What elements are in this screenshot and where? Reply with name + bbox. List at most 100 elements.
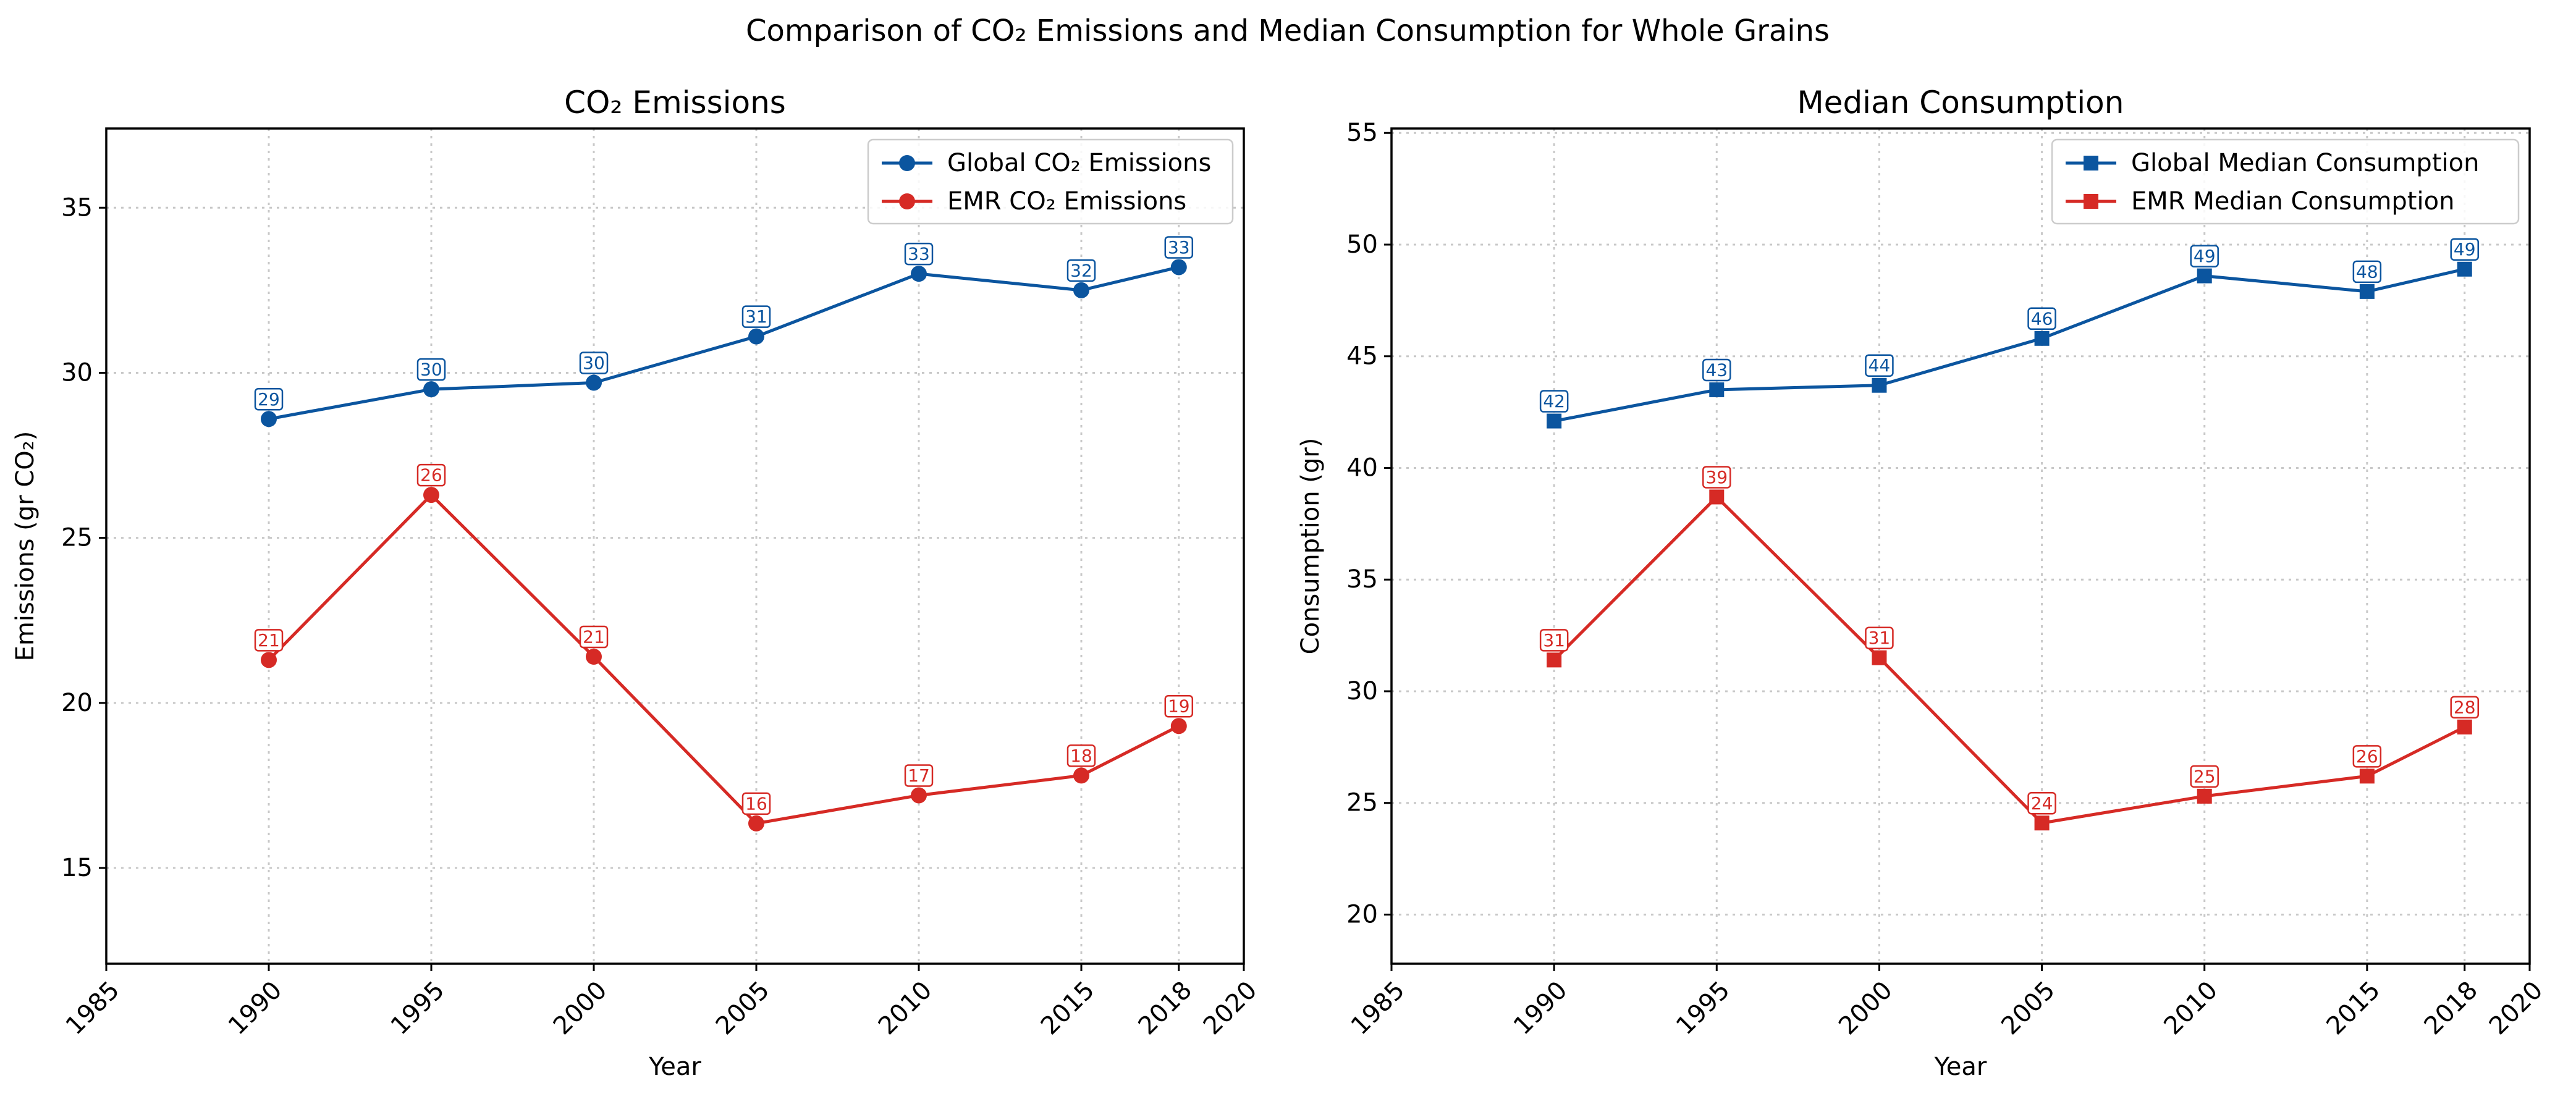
data-label-box [254, 629, 284, 652]
y-tick-label: 20 [1346, 900, 1378, 928]
data-label: 31 [1869, 628, 1891, 648]
data-point [1073, 282, 1089, 298]
y-tick-label: 20 [61, 689, 93, 717]
data-label-box [2027, 792, 2056, 815]
data-point [1872, 650, 1887, 665]
legend-swatch-marker [899, 155, 915, 171]
data-point [1709, 382, 1725, 397]
data-label: 31 [745, 306, 767, 327]
data-label: 31 [1543, 630, 1565, 651]
y-tick-label: 25 [61, 524, 93, 552]
data-label-box [741, 792, 771, 815]
data-label-box [1865, 626, 1894, 649]
chart-title: Median Consumption [1797, 85, 2124, 120]
data-label: 25 [2194, 766, 2216, 786]
data-point [1709, 489, 1725, 505]
data-label: 17 [908, 765, 930, 786]
data-label: 29 [258, 389, 280, 410]
legend-swatch-marker [2084, 194, 2098, 209]
data-label-box [1702, 466, 1731, 489]
data-point [2034, 815, 2050, 831]
y-axis-label: Emissions (gr CO₂) [11, 431, 40, 662]
data-point [2457, 719, 2472, 735]
data-label: 21 [583, 627, 605, 647]
data-point [586, 649, 602, 665]
data-label: 26 [420, 465, 442, 486]
data-label: 33 [908, 244, 930, 264]
chart-title: CO₂ Emissions [564, 85, 786, 120]
data-label-box [1539, 390, 1569, 413]
data-point [911, 787, 927, 804]
data-label-box [2450, 696, 2479, 719]
data-label: 18 [1070, 746, 1092, 766]
data-label-box [2352, 260, 2382, 284]
data-point [1547, 652, 1562, 668]
legend-label: EMR Median Consumption [2131, 187, 2454, 216]
data-label: 43 [1705, 360, 1728, 380]
data-point [1073, 767, 1089, 784]
y-tick-label: 35 [1346, 565, 1378, 594]
x-axis-label: Year [648, 1053, 701, 1081]
data-label-box [1702, 358, 1731, 382]
plot-frame [1390, 127, 2531, 965]
data-label: 49 [2454, 239, 2476, 259]
y-tick-label: 30 [61, 358, 93, 387]
data-label: 24 [2031, 793, 2053, 814]
data-label: 49 [2194, 246, 2216, 266]
y-axis-label: Consumption (gr) [1296, 438, 1325, 655]
data-label-box [1164, 236, 1194, 259]
data-label: 46 [2031, 308, 2053, 329]
data-label-box [2352, 745, 2382, 768]
data-point [2359, 284, 2375, 299]
data-point [586, 374, 602, 391]
data-label: 30 [420, 360, 442, 380]
y-tick-label: 30 [1346, 677, 1378, 705]
data-point [2197, 788, 2212, 804]
data-point [1170, 259, 1187, 276]
data-label: 42 [1543, 391, 1565, 411]
data-label-box [254, 388, 284, 411]
data-point [2359, 768, 2375, 784]
data-point [1170, 718, 1187, 735]
y-tick-label: 45 [1346, 342, 1378, 371]
data-label: 28 [2454, 697, 2476, 717]
y-tick-label: 40 [1346, 453, 1378, 482]
data-label-box [904, 242, 934, 266]
data-point [2457, 261, 2472, 277]
data-label-box [2450, 238, 2479, 261]
data-point [261, 411, 277, 427]
data-point [261, 652, 277, 668]
data-label: 44 [1869, 355, 1891, 376]
y-tick-label: 50 [1346, 230, 1378, 259]
legend-swatch-marker [2084, 156, 2098, 171]
data-label-box [579, 625, 609, 649]
data-label: 32 [1070, 260, 1092, 280]
data-point [2197, 268, 2212, 284]
data-label: 26 [2356, 746, 2378, 767]
data-label: 48 [2356, 261, 2378, 282]
data-label: 30 [583, 353, 605, 373]
data-label-box [416, 358, 446, 381]
data-label: 21 [258, 630, 280, 651]
data-point [748, 328, 764, 345]
data-label: 39 [1705, 467, 1728, 487]
data-label-box [904, 764, 934, 787]
data-point [423, 381, 439, 398]
legend-label: Global CO₂ Emissions [947, 149, 1211, 177]
y-tick-label: 25 [1346, 789, 1378, 817]
y-tick-label: 55 [1346, 119, 1378, 147]
data-label-box [1066, 744, 1096, 767]
data-point [1547, 413, 1562, 429]
data-label-box [1164, 694, 1194, 718]
data-point [423, 487, 439, 503]
y-tick-label: 15 [61, 854, 93, 882]
figure-title: Comparison of CO₂ Emissions and Median C… [746, 14, 1830, 48]
data-label-box [1066, 259, 1096, 282]
x-axis-label: Year [1934, 1053, 1987, 1081]
data-label-box [1865, 354, 1894, 377]
data-label: 33 [1168, 237, 1190, 258]
data-point [911, 266, 927, 282]
data-label-box [2190, 765, 2219, 788]
legend-label: Global Median Consumption [2131, 149, 2479, 177]
data-label: 16 [745, 793, 767, 814]
